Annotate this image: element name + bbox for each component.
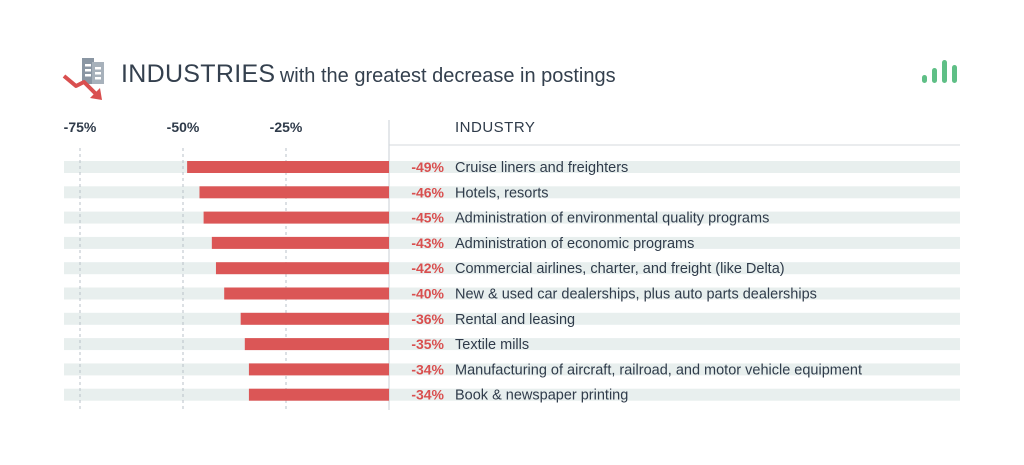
category-label: New & used car dealerships, plus auto pa… bbox=[455, 287, 817, 303]
category-labels: Cruise liners and freighters Hotels, reso… bbox=[455, 160, 862, 404]
bar bbox=[199, 186, 389, 199]
category-label: Administration of economic programs bbox=[455, 236, 694, 252]
value-label: -49% bbox=[411, 159, 444, 175]
value-label: -36% bbox=[411, 311, 444, 327]
value-label: -42% bbox=[411, 260, 444, 276]
bar bbox=[248, 363, 389, 376]
bar bbox=[211, 236, 389, 249]
tick-label: -50% bbox=[167, 119, 200, 135]
category-label: Cruise liners and freighters bbox=[455, 160, 628, 176]
category-label: Textile mills bbox=[455, 337, 529, 353]
bar bbox=[248, 388, 389, 401]
bar bbox=[240, 312, 389, 325]
bars bbox=[187, 161, 389, 401]
bar bbox=[215, 262, 389, 275]
value-label: -35% bbox=[411, 336, 444, 352]
category-label: Manufacturing of aircraft, railroad, and… bbox=[455, 362, 862, 378]
bar bbox=[244, 338, 389, 351]
tick-labels: -75% -50% -25% bbox=[64, 119, 303, 135]
bar bbox=[203, 211, 389, 224]
category-label: Administration of environmental quality … bbox=[455, 211, 769, 227]
value-label: -46% bbox=[411, 184, 444, 200]
tick-label: -25% bbox=[270, 119, 303, 135]
title-rest: with the greatest decrease in postings bbox=[279, 65, 616, 87]
value-label: -34% bbox=[411, 361, 444, 377]
value-label: -45% bbox=[411, 210, 444, 226]
category-label: Hotels, resorts bbox=[455, 185, 548, 201]
building-decline-icon bbox=[62, 58, 104, 100]
value-label: -34% bbox=[411, 387, 444, 403]
value-label: -43% bbox=[411, 235, 444, 251]
category-label: Book & newspaper printing bbox=[455, 388, 628, 404]
title-strong: INDUSTRIES bbox=[121, 60, 276, 88]
bar-signal-icon bbox=[922, 60, 957, 83]
column-header: INDUSTRY bbox=[455, 119, 535, 136]
page-title: INDUSTRIES with the greatest decrease in… bbox=[121, 60, 616, 89]
category-label: Rental and leasing bbox=[455, 312, 575, 328]
tick-label: -75% bbox=[64, 119, 97, 135]
bar bbox=[187, 161, 389, 173]
value-label: -40% bbox=[411, 286, 444, 302]
category-label: Commercial airlines, charter, and freigh… bbox=[455, 261, 785, 277]
bar bbox=[224, 287, 389, 300]
value-labels: -49% -46% -45% -43% -42% -40% -36% -35% -34% -34% bbox=[411, 159, 444, 403]
